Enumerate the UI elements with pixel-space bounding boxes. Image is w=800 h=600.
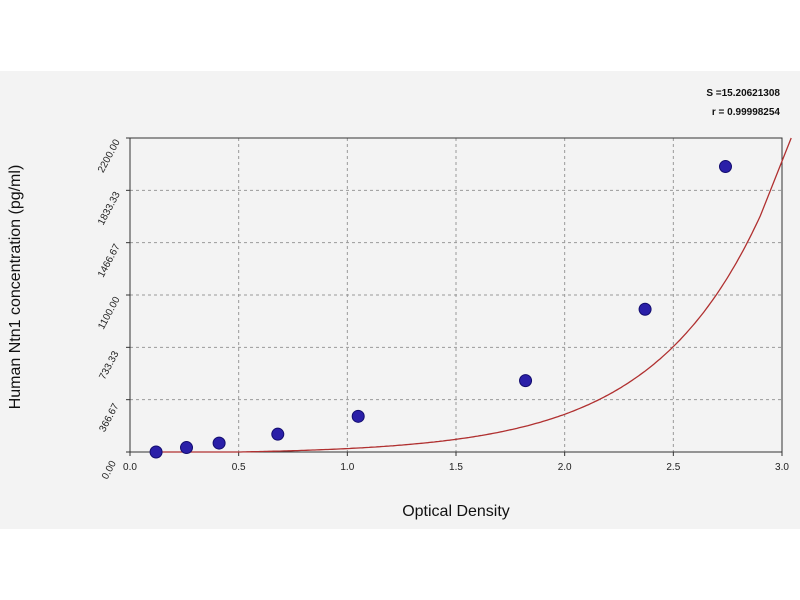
y-tick-label: 1833.33 <box>96 190 123 227</box>
r-statistic-label: r = 0.99998254 <box>712 107 781 118</box>
data-point <box>149 445 163 459</box>
s-statistic-label: S =15.20621308 <box>706 88 780 99</box>
y-tick-label: 366.67 <box>97 401 121 434</box>
data-point <box>351 409 365 423</box>
data-point <box>519 374 533 388</box>
data-point <box>638 302 652 316</box>
data-point <box>212 436 226 450</box>
y-tick-label: 733.33 <box>97 349 121 382</box>
x-tick-label: 1.5 <box>449 462 463 473</box>
x-tick-label: 3.0 <box>775 462 789 473</box>
y-axis-title: Human Ntn1 concentration (pg/ml) <box>7 165 24 410</box>
data-points <box>149 160 732 459</box>
data-point <box>718 160 732 174</box>
data-point <box>180 441 194 455</box>
x-tick-label: 2.5 <box>666 462 680 473</box>
x-tick-label: 2.0 <box>558 462 572 473</box>
x-tick-label: 1.0 <box>340 462 354 473</box>
x-axis-ticks: 0.0 0.5 1.0 1.5 2.0 2.5 3.0 <box>123 452 789 473</box>
x-axis-title: Optical Density <box>402 503 510 520</box>
data-point <box>271 427 285 441</box>
fit-curve <box>156 137 792 453</box>
chart-background <box>0 71 800 529</box>
x-tick-label: 0.5 <box>232 462 246 473</box>
y-tick-label: 1466.67 <box>96 242 123 279</box>
y-tick-label: 2200.00 <box>96 137 123 174</box>
y-tick-label: 0.00 <box>100 459 119 482</box>
x-tick-label: 0.0 <box>123 462 137 473</box>
grid-lines <box>130 138 782 452</box>
y-axis-ticks: 0.00 366.67 733.33 1100.00 1466.67 1833.33 220… <box>96 137 130 481</box>
y-tick-label: 1100.00 <box>96 295 123 332</box>
